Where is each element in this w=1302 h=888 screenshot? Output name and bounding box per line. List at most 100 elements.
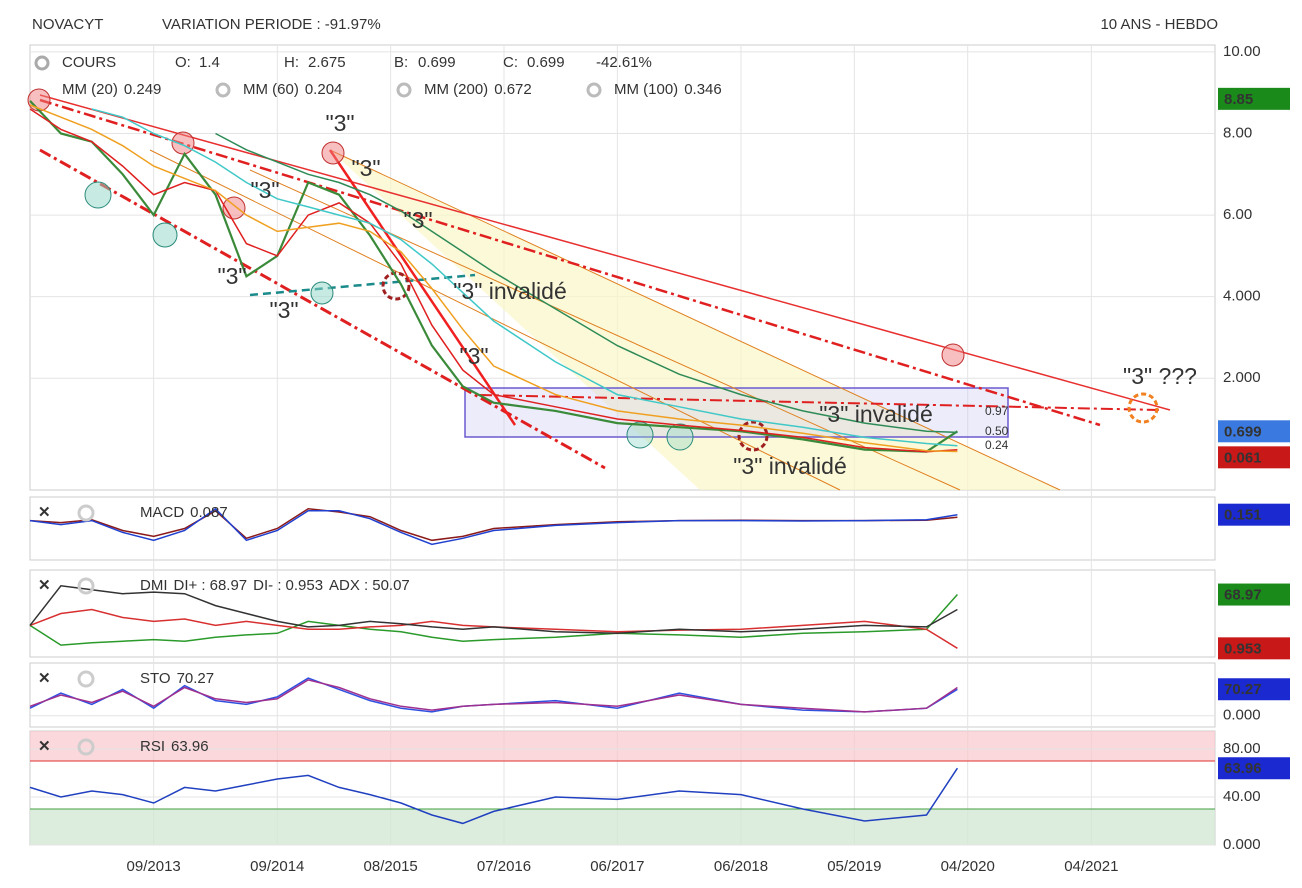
x-tick-label: 06/2018 <box>714 858 768 875</box>
panel-frame <box>29 569 1216 658</box>
price-flag <box>1218 583 1290 606</box>
trend <box>249 273 476 297</box>
annotation: "3" <box>403 207 432 233</box>
x-tick-label: 08/2015 <box>364 858 418 875</box>
price-flag <box>1218 420 1290 443</box>
legend-value: 0.672 <box>494 81 532 98</box>
ohlc-label: O: <box>175 54 191 71</box>
indicator-title: MACD <box>140 504 184 521</box>
annotation: 0.97 <box>985 404 1009 418</box>
annotation: "3" invalidé <box>819 401 933 427</box>
legend-value: 68.97 <box>210 577 248 594</box>
price-flag-label: 0.151 <box>1224 507 1262 524</box>
series-line <box>91 108 958 447</box>
settings-icon <box>77 738 95 756</box>
settings-icon <box>215 82 231 98</box>
price-flag <box>1218 757 1290 780</box>
series-line <box>29 104 958 453</box>
period: 10 ANS - HEBDO <box>1100 16 1218 33</box>
pivot <box>1127 392 1159 424</box>
trend <box>329 149 1061 491</box>
pivot <box>666 423 694 451</box>
legend-label: DI+ : <box>174 577 206 594</box>
series-line <box>29 767 959 825</box>
series-line <box>29 100 959 453</box>
price-flag-label: 0.699 <box>1224 423 1262 440</box>
y-tick-label: 2.000 <box>1223 369 1261 386</box>
change: -42.61% <box>596 54 652 71</box>
legend-value: 0.087 <box>190 504 228 521</box>
y-tick-label: 80.00 <box>1223 740 1261 757</box>
legend-label: MM (20) <box>62 81 118 98</box>
price-flag <box>1218 678 1290 701</box>
annotation: 0.50 <box>985 424 1009 438</box>
stock-name: NOVACYT <box>32 16 103 33</box>
pivot <box>152 222 178 248</box>
series-line <box>29 594 958 646</box>
settings-icon <box>34 55 50 71</box>
trend <box>39 98 1101 427</box>
variation: VARIATION PERIODE : -91.97% <box>162 16 381 33</box>
x-tick-label: 05/2019 <box>827 858 881 875</box>
ohlc-label: C: <box>503 54 518 71</box>
y-tick-label: 40.00 <box>1223 788 1261 805</box>
price-flag-label: 63.96 <box>1224 760 1262 777</box>
ohlc-value: 2.675 <box>308 54 346 71</box>
legend-value: 50.07 <box>372 577 410 594</box>
y-tick-label: 8.00 <box>1223 124 1252 141</box>
price-flag-label: 8.85 <box>1224 91 1253 108</box>
overbought-zone <box>30 731 1215 761</box>
legend-label: MM (100) <box>614 81 678 98</box>
legend-value: 0.249 <box>124 81 162 98</box>
trend <box>39 148 606 470</box>
pivot <box>626 421 654 449</box>
annotation: "3" invalidé <box>453 278 567 304</box>
y-tick-label: 0.000 <box>1223 836 1261 853</box>
oversold-zone <box>30 809 1215 845</box>
trend <box>328 149 517 426</box>
y-tick-label: 4.000 <box>1223 288 1261 305</box>
y-tick-label: 0.000 <box>1223 707 1261 724</box>
panel-frame <box>29 44 1216 491</box>
indicator-title: RSI <box>140 738 165 755</box>
annotation: "3" <box>459 343 488 369</box>
ohlc-value: 0.699 <box>527 54 565 71</box>
legend-label: MM (200) <box>424 81 488 98</box>
settings-icon <box>77 504 95 522</box>
pivot <box>84 181 112 209</box>
price-flag <box>1218 503 1290 526</box>
drawings <box>27 88 1171 491</box>
y-tick-label: 6.00 <box>1223 206 1252 223</box>
series-line <box>29 608 958 649</box>
series-line <box>29 679 958 713</box>
remove-icon: ✕ <box>38 670 51 687</box>
settings-icon <box>586 82 602 98</box>
pivot <box>941 343 965 367</box>
x-tick-label: 07/2016 <box>477 858 531 875</box>
panel-frame <box>29 662 1216 728</box>
series-line <box>29 108 958 453</box>
trend <box>149 149 841 491</box>
pivot <box>27 88 51 112</box>
price-flag <box>1218 637 1290 660</box>
x-tick-label: 04/2020 <box>941 858 995 875</box>
price-flag-label: 0.061 <box>1224 449 1262 466</box>
series-line <box>215 132 958 434</box>
pivot <box>171 131 195 155</box>
legend-value: 70.27 <box>177 670 215 687</box>
x-tick-label: 09/2013 <box>127 858 181 875</box>
annotation: 0.24 <box>985 438 1009 452</box>
price-flag <box>1218 87 1290 110</box>
legend-value: 63.96 <box>171 738 209 755</box>
indicator-title: STO <box>140 670 171 687</box>
legend-value: 0.953 <box>286 577 324 594</box>
pivot <box>381 271 411 301</box>
remove-icon: ✕ <box>38 577 51 594</box>
remove-icon: ✕ <box>38 738 51 755</box>
price-flag-label: 70.27 <box>1224 681 1262 698</box>
annotation: "3" <box>269 297 298 323</box>
legend-label: ADX : <box>329 577 368 594</box>
annotation: "3" <box>351 155 380 181</box>
panel-frame <box>29 496 1216 561</box>
annotation: "3" <box>325 110 354 136</box>
